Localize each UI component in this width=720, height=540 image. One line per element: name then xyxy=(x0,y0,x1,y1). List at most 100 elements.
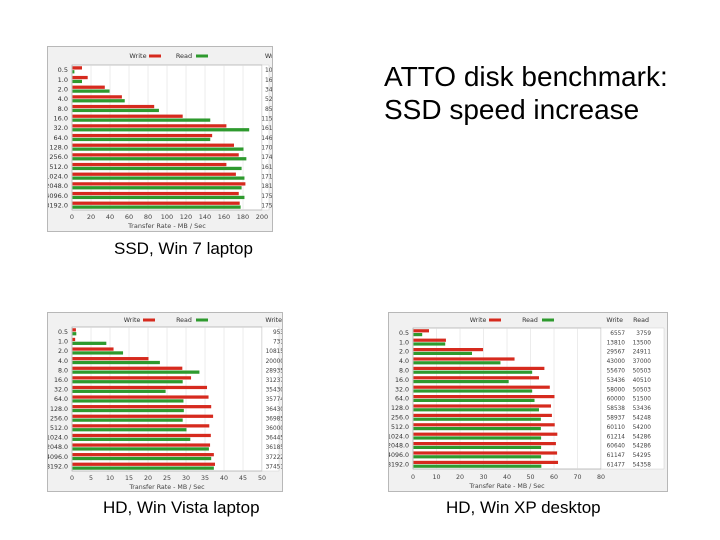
category-label: 1024.0 xyxy=(48,172,68,180)
write-bar xyxy=(72,376,192,380)
category-label: 8192.0 xyxy=(389,462,409,469)
table-write-value: 36430 xyxy=(266,407,282,413)
read-bar xyxy=(72,205,241,209)
read-bar xyxy=(413,351,473,355)
x-tick-label: 60 xyxy=(125,213,133,221)
read-bar xyxy=(72,428,187,432)
x-tick-label: 20 xyxy=(87,213,95,221)
values-table xyxy=(261,64,270,211)
table-write-value: 10815 xyxy=(266,349,282,355)
category-label: 8.0 xyxy=(58,105,68,113)
table-write-value: 61147 xyxy=(607,453,626,459)
x-axis-label: Transfer Rate - MB / Sec xyxy=(128,484,205,491)
read-bar xyxy=(72,157,247,161)
read-bar xyxy=(72,399,184,403)
legend-read-swatch xyxy=(542,318,554,322)
x-tick-label: 160 xyxy=(218,213,230,221)
write-bar xyxy=(413,348,484,352)
table-write-value: 85588 xyxy=(265,106,272,113)
category-label: 128.0 xyxy=(49,143,68,151)
read-bar xyxy=(413,333,423,337)
write-bar xyxy=(72,328,76,332)
read-bar xyxy=(413,427,541,431)
read-bar xyxy=(72,447,209,451)
category-label: 4096.0 xyxy=(48,454,68,461)
table-write-value: 181758 xyxy=(261,183,272,190)
write-bar xyxy=(72,95,122,99)
table-write-value: 60640 xyxy=(607,444,626,450)
write-bar xyxy=(72,153,239,157)
category-label: 2.0 xyxy=(58,85,68,93)
title-line-1: ATTO disk benchmark: xyxy=(384,61,668,92)
table-write-value: 20000 xyxy=(266,359,282,365)
read-bar xyxy=(72,418,183,422)
category-label: 512.0 xyxy=(49,163,68,171)
category-label: 1.0 xyxy=(399,339,409,346)
x-tick-label: 0 xyxy=(70,213,74,221)
write-bar xyxy=(72,395,209,399)
write-bar xyxy=(72,453,214,457)
table-write-value: 37222 xyxy=(266,455,282,461)
x-tick-label: 25 xyxy=(163,475,171,482)
table-write-value: 10772 xyxy=(265,67,272,74)
legend-write-swatch xyxy=(143,318,155,322)
category-label: 1.0 xyxy=(58,76,68,84)
read-bar xyxy=(72,341,107,345)
category-label: 2048.0 xyxy=(48,444,68,451)
table-write-value: 61214 xyxy=(607,434,626,440)
table-write-value: 170385 xyxy=(261,144,272,151)
write-bar xyxy=(413,432,558,436)
category-label: 16.0 xyxy=(54,377,68,384)
table-read-value: 51500 xyxy=(633,397,652,403)
write-bar xyxy=(72,462,215,466)
legend-write-label: Write xyxy=(470,317,487,324)
title-line-2: SSD speed increase xyxy=(384,94,640,125)
read-bar xyxy=(413,370,533,374)
table-write-value: 60110 xyxy=(607,425,626,431)
category-label: 0.5 xyxy=(58,329,68,336)
x-tick-label: 30 xyxy=(479,474,487,481)
table-write-value: 29567 xyxy=(607,350,626,356)
table-write-value: 43000 xyxy=(607,359,626,365)
category-label: 32.0 xyxy=(54,387,68,394)
read-bar xyxy=(72,370,200,374)
table-write-value: 115970 xyxy=(261,115,272,122)
x-tick-label: 30 xyxy=(182,475,190,482)
table-read-value: 3759 xyxy=(636,331,651,337)
write-bar xyxy=(72,433,211,438)
read-bar xyxy=(72,186,242,190)
table-write-value: 60000 xyxy=(607,397,626,403)
table-read-value: 54358 xyxy=(633,463,652,469)
category-label: 32.0 xyxy=(54,124,68,132)
values-table xyxy=(600,327,665,470)
read-bar xyxy=(413,380,509,384)
table-write-value: 52051 xyxy=(265,96,272,103)
write-bar xyxy=(413,423,555,427)
hd-xp-benchmark-chart: 0 10 20 30 40 50 60 70 80 Transfer Rate - MB / Se… xyxy=(387,317,665,490)
category-label: 8192.0 xyxy=(48,201,68,209)
x-tick-label: 40 xyxy=(106,213,114,221)
table-header-write: Write xyxy=(606,317,623,324)
category-label: 8192.0 xyxy=(48,463,68,470)
read-bar xyxy=(72,137,211,142)
x-tick-label: 60 xyxy=(550,474,558,481)
category-label: 4.0 xyxy=(399,358,409,365)
x-tick-label: 45 xyxy=(239,475,247,482)
read-bar xyxy=(72,360,160,365)
table-write-value: 6557 xyxy=(610,331,625,337)
table-write-value: 28935 xyxy=(266,368,282,374)
legend-read-swatch xyxy=(196,318,208,322)
x-tick-label: 120 xyxy=(180,213,192,221)
category-label: 2.0 xyxy=(399,349,409,356)
read-bar xyxy=(413,417,541,421)
write-bar xyxy=(72,443,211,447)
read-bar xyxy=(72,128,250,132)
read-bar xyxy=(72,332,77,336)
category-label: 1.0 xyxy=(58,339,68,346)
write-bar xyxy=(72,162,227,167)
table-header-write: Write xyxy=(265,52,272,60)
x-tick-label: 80 xyxy=(144,213,152,221)
legend-write-swatch xyxy=(489,318,501,322)
table-write-value: 175977 xyxy=(261,202,272,209)
